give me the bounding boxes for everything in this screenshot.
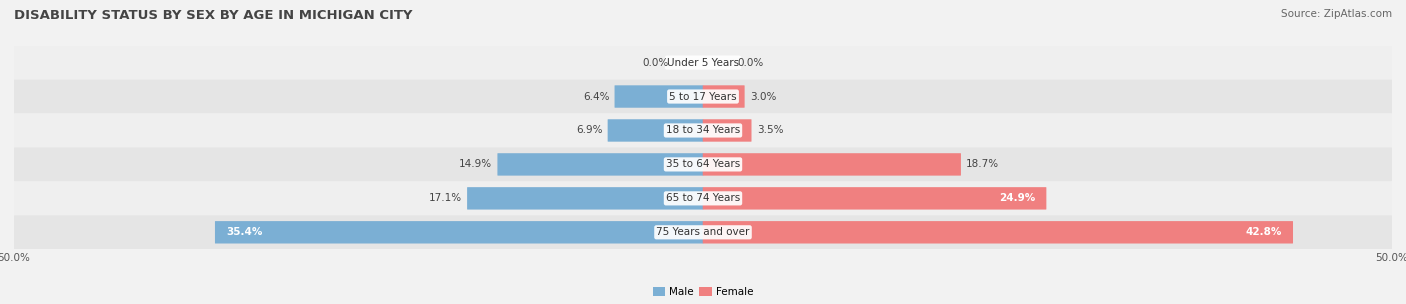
- FancyBboxPatch shape: [498, 153, 703, 176]
- Text: 6.4%: 6.4%: [583, 92, 609, 102]
- Text: Source: ZipAtlas.com: Source: ZipAtlas.com: [1281, 9, 1392, 19]
- Text: 65 to 74 Years: 65 to 74 Years: [666, 193, 740, 203]
- FancyBboxPatch shape: [614, 85, 703, 108]
- FancyBboxPatch shape: [14, 80, 1392, 113]
- FancyBboxPatch shape: [14, 215, 1392, 249]
- FancyBboxPatch shape: [607, 119, 703, 142]
- Text: 6.9%: 6.9%: [576, 126, 602, 136]
- FancyBboxPatch shape: [467, 187, 703, 209]
- Text: 0.0%: 0.0%: [738, 57, 763, 67]
- FancyBboxPatch shape: [703, 187, 1046, 209]
- Text: 75 Years and over: 75 Years and over: [657, 227, 749, 237]
- Text: 17.1%: 17.1%: [429, 193, 461, 203]
- FancyBboxPatch shape: [14, 181, 1392, 215]
- Text: 14.9%: 14.9%: [460, 159, 492, 169]
- Text: Under 5 Years: Under 5 Years: [666, 57, 740, 67]
- Text: 24.9%: 24.9%: [998, 193, 1035, 203]
- Text: 18 to 34 Years: 18 to 34 Years: [666, 126, 740, 136]
- FancyBboxPatch shape: [14, 147, 1392, 181]
- Text: 18.7%: 18.7%: [966, 159, 1000, 169]
- Text: DISABILITY STATUS BY SEX BY AGE IN MICHIGAN CITY: DISABILITY STATUS BY SEX BY AGE IN MICHI…: [14, 9, 412, 22]
- Text: 3.0%: 3.0%: [749, 92, 776, 102]
- FancyBboxPatch shape: [14, 46, 1392, 80]
- FancyBboxPatch shape: [14, 113, 1392, 147]
- Text: 35.4%: 35.4%: [226, 227, 263, 237]
- Text: 42.8%: 42.8%: [1246, 227, 1282, 237]
- FancyBboxPatch shape: [703, 153, 960, 176]
- FancyBboxPatch shape: [703, 85, 745, 108]
- Text: 5 to 17 Years: 5 to 17 Years: [669, 92, 737, 102]
- Text: 0.0%: 0.0%: [643, 57, 669, 67]
- FancyBboxPatch shape: [215, 221, 703, 244]
- Text: 3.5%: 3.5%: [756, 126, 783, 136]
- FancyBboxPatch shape: [703, 119, 751, 142]
- Legend: Male, Female: Male, Female: [648, 283, 758, 301]
- Text: 35 to 64 Years: 35 to 64 Years: [666, 159, 740, 169]
- FancyBboxPatch shape: [703, 221, 1294, 244]
